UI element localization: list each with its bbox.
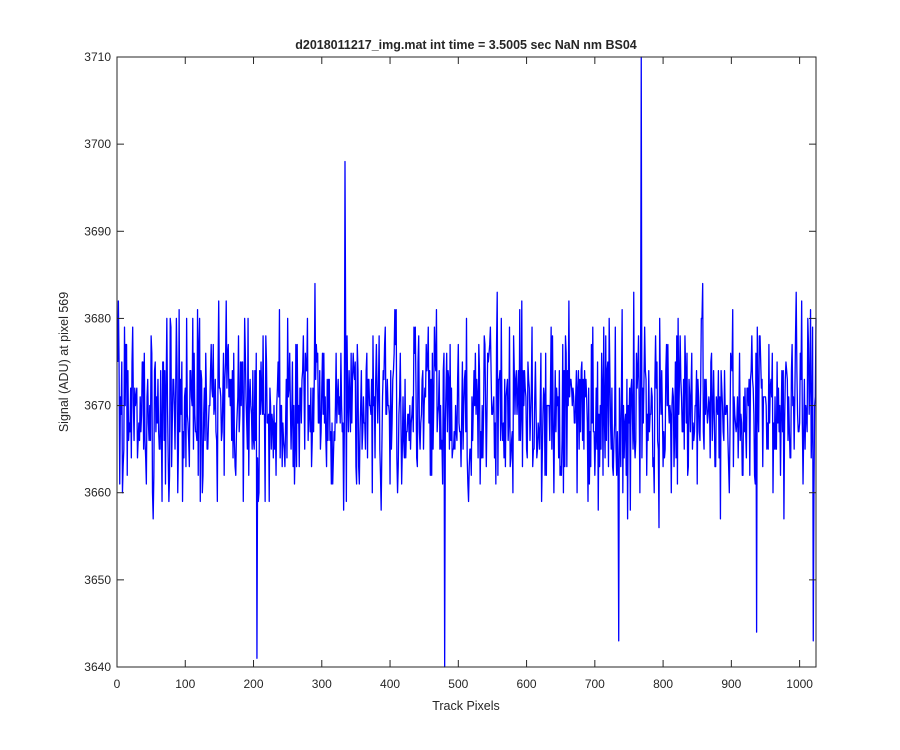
x-tick-label: 500 [448, 677, 468, 691]
y-tick-label: 3680 [84, 311, 111, 325]
x-ticks: 0 100 200 300 400 500 600 700 800 900 1000 [114, 57, 813, 691]
y-ticks: 3640 3650 3660 3670 3680 3690 3700 3710 [84, 50, 816, 674]
x-tick-label: 700 [585, 677, 605, 691]
y-tick-label: 3650 [84, 573, 111, 587]
signal-line [117, 56, 817, 668]
y-tick-label: 3710 [84, 50, 111, 64]
y-tick-label: 3640 [84, 660, 111, 674]
x-tick-label: 1000 [786, 677, 813, 691]
x-tick-label: 0 [114, 677, 121, 691]
y-tick-label: 3670 [84, 399, 111, 413]
x-axis-title: Track Pixels [432, 699, 500, 713]
y-axis-title: Signal (ADU) at pixel 569 [57, 292, 71, 432]
x-tick-label: 200 [244, 677, 264, 691]
x-tick-label: 100 [175, 677, 195, 691]
y-tick-label: 3700 [84, 137, 111, 151]
y-tick-label: 3690 [84, 224, 111, 238]
x-tick-label: 400 [380, 677, 400, 691]
series-layer [117, 56, 817, 668]
axes-box [116, 56, 817, 668]
x-tick-label: 800 [653, 677, 673, 691]
x-tick-label: 600 [517, 677, 537, 691]
y-tick-label: 3660 [84, 486, 111, 500]
x-tick-label: 900 [721, 677, 741, 691]
chart-title: d2018011217_img.mat int time = 3.5005 se… [295, 38, 637, 52]
x-tick-label: 300 [312, 677, 332, 691]
